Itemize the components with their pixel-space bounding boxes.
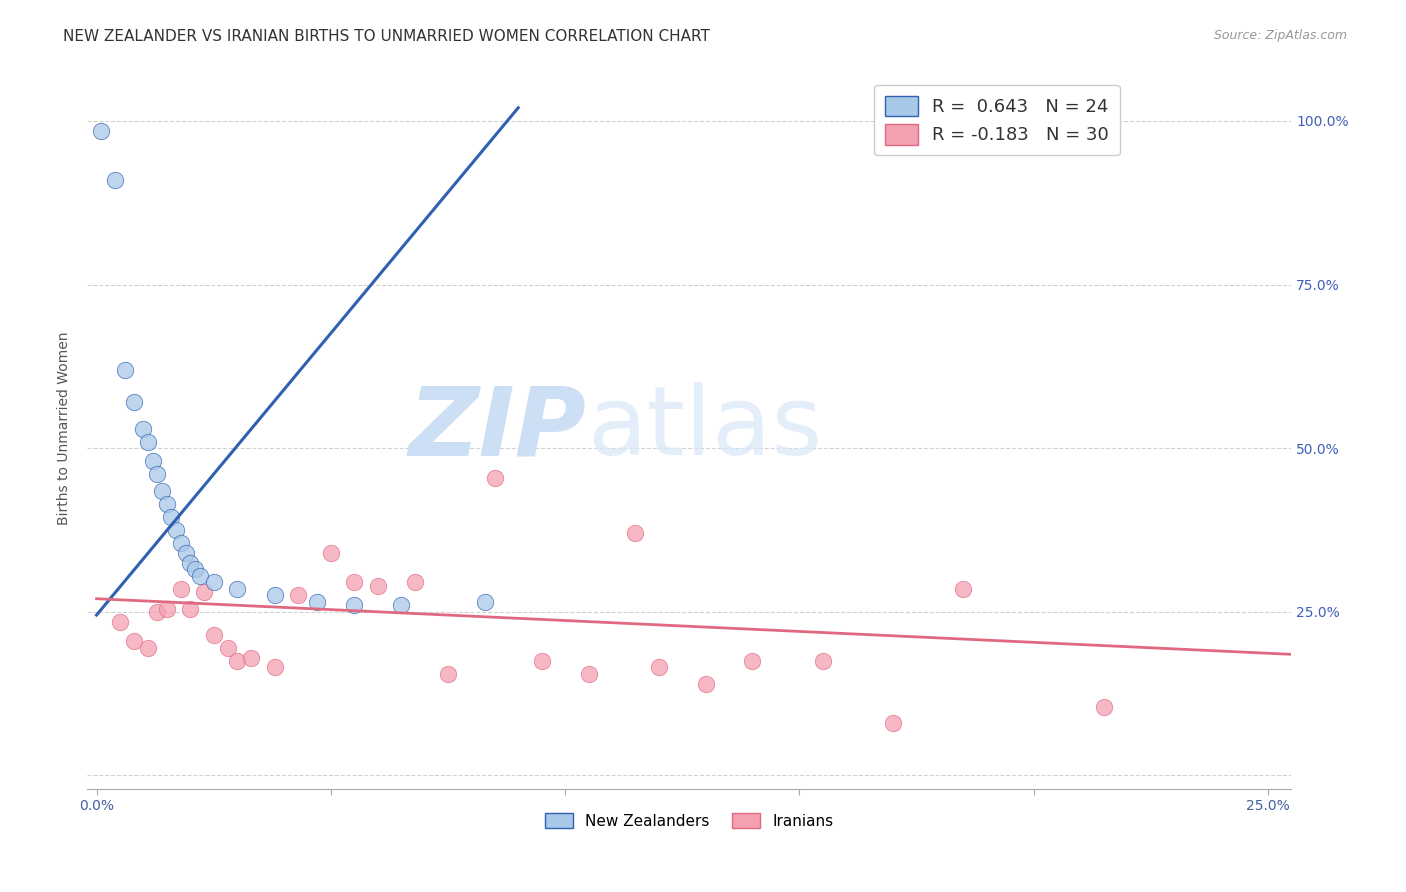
Point — [150, 483, 173, 498]
Y-axis label: Births to Unmarried Women: Births to Unmarried Women — [58, 332, 72, 525]
Point — [156, 497, 179, 511]
Point — [170, 536, 193, 550]
Point — [226, 582, 249, 596]
Point — [811, 654, 834, 668]
Point — [108, 615, 131, 629]
Point — [122, 395, 145, 409]
Point — [226, 654, 249, 668]
Point — [179, 601, 201, 615]
Point — [343, 575, 366, 590]
Point — [104, 173, 127, 187]
Point — [741, 654, 763, 668]
Legend: New Zealanders, Iranians: New Zealanders, Iranians — [540, 806, 839, 835]
Point — [263, 660, 285, 674]
Point — [132, 421, 155, 435]
Point — [882, 716, 904, 731]
Point — [624, 526, 647, 541]
Point — [184, 562, 207, 576]
Point — [122, 634, 145, 648]
Point — [160, 509, 183, 524]
Text: atlas: atlas — [586, 382, 823, 475]
Point — [1092, 699, 1115, 714]
Point — [404, 575, 426, 590]
Point — [146, 467, 169, 482]
Point — [263, 589, 285, 603]
Point — [174, 546, 197, 560]
Point — [179, 556, 201, 570]
Point — [165, 523, 187, 537]
Point — [695, 677, 717, 691]
Point — [952, 582, 974, 596]
Point — [146, 605, 169, 619]
Point — [578, 667, 600, 681]
Point — [188, 569, 211, 583]
Point — [287, 589, 309, 603]
Point — [136, 434, 159, 449]
Point — [305, 595, 328, 609]
Text: NEW ZEALANDER VS IRANIAN BIRTHS TO UNMARRIED WOMEN CORRELATION CHART: NEW ZEALANDER VS IRANIAN BIRTHS TO UNMAR… — [63, 29, 710, 44]
Point — [319, 546, 342, 560]
Point — [156, 601, 179, 615]
Point — [367, 579, 389, 593]
Point — [202, 575, 225, 590]
Point — [114, 362, 136, 376]
Point — [484, 470, 506, 484]
Text: ZIP: ZIP — [409, 382, 586, 475]
Point — [170, 582, 193, 596]
Point — [648, 660, 671, 674]
Point — [90, 124, 112, 138]
Point — [142, 454, 165, 468]
Point — [136, 640, 159, 655]
Text: Source: ZipAtlas.com: Source: ZipAtlas.com — [1213, 29, 1347, 42]
Point — [530, 654, 553, 668]
Point — [240, 650, 263, 665]
Point — [217, 640, 239, 655]
Point — [193, 585, 215, 599]
Point — [437, 667, 460, 681]
Point — [474, 595, 496, 609]
Point — [343, 599, 366, 613]
Point — [202, 628, 225, 642]
Point — [389, 599, 412, 613]
